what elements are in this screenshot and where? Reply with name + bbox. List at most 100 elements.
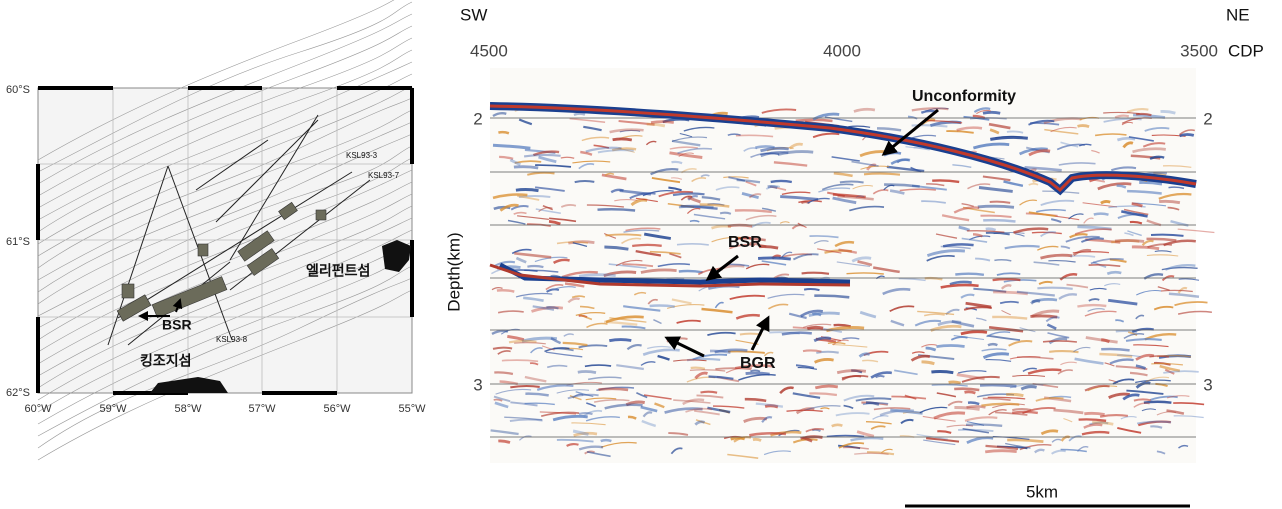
reflector <box>1173 415 1204 419</box>
reflector <box>604 172 615 177</box>
reflector <box>1122 393 1140 401</box>
reflector <box>1006 130 1024 134</box>
reflector <box>494 401 509 409</box>
reflector <box>1078 418 1107 422</box>
reflector <box>1179 129 1196 136</box>
reflector <box>671 139 701 147</box>
reflector <box>577 370 597 374</box>
lon-label: 58°W <box>174 403 202 415</box>
reflector <box>926 119 963 124</box>
reflector <box>936 344 965 348</box>
reflector <box>640 405 658 413</box>
reflector <box>947 400 963 407</box>
reflector <box>1127 331 1138 336</box>
reflector <box>546 306 559 310</box>
reflector <box>899 188 936 192</box>
reflector <box>1159 364 1181 373</box>
reflector <box>960 330 988 336</box>
reflector <box>673 359 707 362</box>
reflector <box>538 206 553 213</box>
reflector <box>926 183 945 187</box>
reflector <box>572 242 588 248</box>
reflector <box>1146 237 1177 242</box>
reflector <box>1028 182 1039 186</box>
lon-label: 57°W <box>248 403 276 415</box>
reflector <box>499 380 519 386</box>
reflector <box>514 252 552 259</box>
reflector <box>518 435 532 441</box>
reflector <box>579 314 593 321</box>
reflector <box>827 341 846 345</box>
reflector <box>1053 408 1084 415</box>
reflector <box>712 405 745 409</box>
reflector <box>563 333 574 337</box>
reflector <box>1094 133 1127 137</box>
reflector <box>1030 314 1058 319</box>
reflector <box>838 248 858 254</box>
reflector <box>987 396 1026 400</box>
reflector <box>910 166 922 173</box>
cdp-label: 4500 <box>470 41 508 60</box>
reflector <box>884 183 920 188</box>
reflector <box>569 395 582 401</box>
reflector <box>1168 292 1200 298</box>
reflector <box>651 176 681 184</box>
reflector <box>622 263 654 268</box>
reflector <box>1040 199 1075 206</box>
reflector <box>985 227 997 232</box>
reflector <box>1179 133 1195 138</box>
reflector <box>1092 420 1114 426</box>
reflector <box>621 325 646 330</box>
reflector <box>587 376 622 381</box>
reflector <box>569 117 606 123</box>
reflector <box>940 283 979 289</box>
reflector <box>812 132 840 139</box>
reflector <box>1083 217 1094 224</box>
reflector <box>781 191 811 196</box>
lon-label: 60°W <box>24 403 52 415</box>
reflector <box>1157 286 1170 291</box>
reflector <box>1126 389 1164 395</box>
reflector <box>745 263 770 270</box>
survey-segments <box>116 201 327 322</box>
reflector <box>1093 212 1109 216</box>
reflector <box>499 203 519 212</box>
depth-label: 2 <box>1203 109 1212 128</box>
reflector <box>780 195 819 201</box>
reflector <box>910 354 931 362</box>
reflector <box>524 375 547 383</box>
reflector <box>677 147 713 155</box>
reflector <box>535 208 561 215</box>
reflector <box>763 450 791 456</box>
reflector <box>567 297 580 304</box>
reflector <box>511 248 532 255</box>
reflector <box>619 129 641 133</box>
reflector <box>668 432 689 436</box>
reflector <box>1051 449 1066 455</box>
reflectors <box>490 107 1215 459</box>
reflector <box>545 351 583 358</box>
reflector <box>524 269 559 273</box>
reflector <box>1101 347 1130 352</box>
reflector <box>564 282 585 288</box>
reflector <box>803 287 820 292</box>
reflector <box>866 451 895 456</box>
reflector <box>911 351 925 354</box>
reflector <box>521 336 558 343</box>
reflector <box>760 146 789 153</box>
reflector <box>604 320 638 326</box>
reflector <box>824 249 852 254</box>
depth-label: 2 <box>473 109 482 128</box>
reflector <box>870 425 886 430</box>
reflector <box>532 150 560 157</box>
reflector <box>813 336 832 343</box>
reflector <box>837 194 874 201</box>
reflector <box>1108 205 1146 209</box>
reflector <box>695 419 711 426</box>
reflector <box>801 271 830 275</box>
reflector <box>585 397 617 401</box>
reflector <box>1090 257 1124 265</box>
reflector <box>792 253 819 261</box>
reflector <box>575 391 594 398</box>
reflector <box>645 140 657 146</box>
